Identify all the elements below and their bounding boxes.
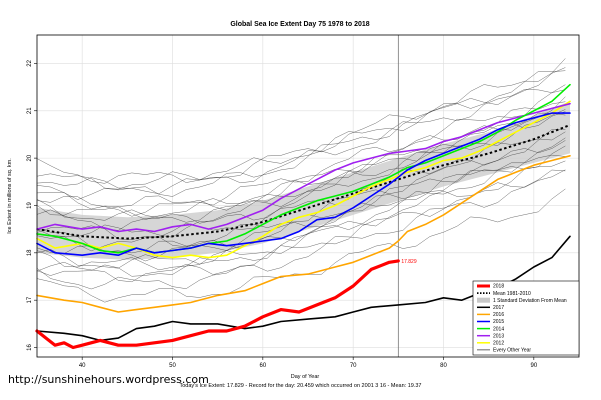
other-year-line xyxy=(36,111,566,217)
other-year-line xyxy=(36,101,566,220)
other-year-line xyxy=(36,58,566,190)
other-year-line xyxy=(36,154,566,277)
x-tick-label: 90 xyxy=(530,363,537,369)
other-year-line xyxy=(36,96,566,231)
y-tick-label: 18 xyxy=(27,249,33,256)
every-other-year-lines xyxy=(36,58,566,303)
other-year-line xyxy=(36,109,566,223)
x-tick-label: 50 xyxy=(169,363,176,369)
other-year-line xyxy=(36,89,566,210)
x-tick-label: 60 xyxy=(259,363,266,369)
footer-stats: Today's Ice Extent: 17.829 - Record for … xyxy=(179,383,422,389)
legend-label: 2018 xyxy=(493,284,504,290)
other-year-line xyxy=(36,137,566,269)
other-year-line xyxy=(36,84,566,195)
y-axis-ticks: 16 17 18 19 20 21 22 xyxy=(27,59,37,351)
legend-label: 2014 xyxy=(493,326,504,332)
plot-frame xyxy=(36,34,580,358)
grid-lines xyxy=(37,35,579,357)
series-line-2016 xyxy=(36,155,571,313)
other-year-line xyxy=(36,70,566,200)
std-deviation-band xyxy=(37,101,570,260)
x-tick-label: 40 xyxy=(79,363,86,369)
y-tick-label: 16 xyxy=(27,344,33,351)
y-tick-label: 22 xyxy=(27,59,33,66)
other-year-line xyxy=(36,169,566,290)
legend-label: Mean 1981-2010 xyxy=(493,291,531,297)
legend-box xyxy=(472,280,580,356)
x-axis-ticks: 40 50 60 70 80 90 xyxy=(79,357,538,369)
chart-title: Global Sea Ice Extent Day 75 1978 to 201… xyxy=(230,21,369,28)
x-tick-label: 70 xyxy=(350,363,357,369)
legend-label: Every Other Year xyxy=(493,348,531,354)
legend-label: 2013 xyxy=(493,333,504,339)
legend-label: 2017 xyxy=(493,305,504,311)
y-tick-label: 19 xyxy=(27,201,33,208)
legend-label: 2012 xyxy=(493,341,504,347)
legend-swatch xyxy=(477,297,490,303)
legend-label: 1 Standard Deviation From Mean xyxy=(493,298,567,304)
y-tick-label: 20 xyxy=(27,154,33,161)
y-tick-label: 17 xyxy=(27,296,33,303)
series-line-2018 xyxy=(35,259,400,350)
website-url: http://sunshinehours.wordpress.com xyxy=(8,373,209,386)
y-tick-label: 21 xyxy=(27,107,33,114)
legend-label: 2015 xyxy=(493,319,504,325)
other-year-line xyxy=(36,129,566,252)
series-line-2012 xyxy=(36,100,571,259)
x-axis-label: Day of Year xyxy=(291,374,320,380)
y-axis-label: Ice Extent in millions of sq. km. xyxy=(7,158,13,234)
current-value-annotation: 17.829 xyxy=(401,259,417,265)
series-line-2015 xyxy=(36,112,571,256)
other-year-line xyxy=(36,67,566,184)
legend-label: 2016 xyxy=(493,312,504,318)
x-tick-label: 80 xyxy=(440,363,447,369)
series-line-2013 xyxy=(36,102,571,233)
mean-1981-2010-line xyxy=(36,124,571,240)
